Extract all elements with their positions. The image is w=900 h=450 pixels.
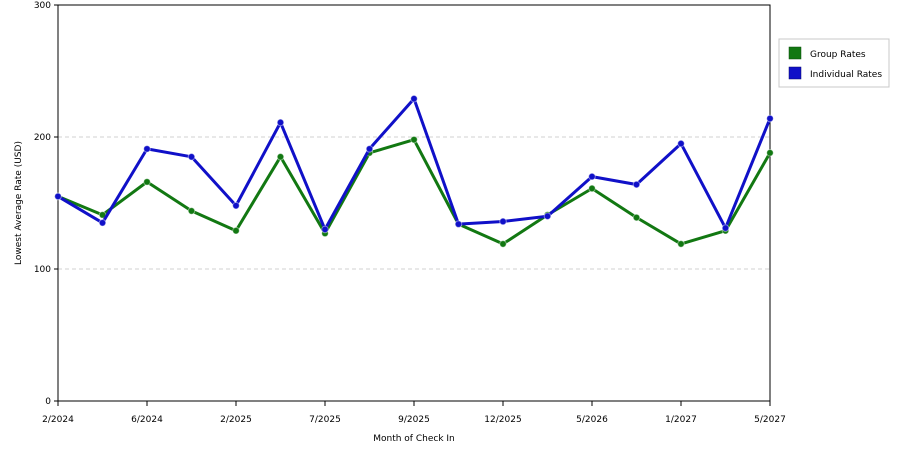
data-point-individual-rates <box>232 201 240 210</box>
data-point-individual-rates <box>143 145 151 153</box>
data-point-group-rates <box>677 240 685 248</box>
x-tick-label: 5/2026 <box>576 415 608 425</box>
data-point-individual-rates <box>54 192 62 201</box>
grid-lines <box>58 136 770 270</box>
legend-swatch-group-rates <box>788 46 802 60</box>
data-point-individual-rates <box>588 172 596 181</box>
legend-label-group-rates: Group Rates <box>810 50 866 60</box>
y-tick-label: 200 <box>34 133 51 143</box>
x-tick-label: 5/2027 <box>754 415 786 425</box>
y-axis-title: Lowest Average Rate (USD) <box>14 141 24 265</box>
axes <box>57 4 771 402</box>
x-tick-label: 9/2025 <box>398 415 430 425</box>
data-point-group-rates <box>410 135 418 144</box>
y-tick-label: 0 <box>45 397 51 407</box>
series-lines <box>54 94 774 248</box>
data-point-individual-rates <box>454 220 463 228</box>
plot-frame <box>57 4 771 402</box>
data-point-group-rates <box>588 184 596 193</box>
legend-swatch-individual-rates <box>788 66 802 80</box>
legend-label-individual-rates: Individual Rates <box>810 70 882 80</box>
data-point-individual-rates <box>321 225 329 234</box>
series-line-individual-rates <box>56 97 772 231</box>
data-point-group-rates <box>766 149 774 157</box>
x-tick-label: 7/2025 <box>309 415 341 425</box>
x-tick-label: 12/2025 <box>484 415 521 425</box>
data-point-individual-rates <box>410 94 418 103</box>
legend: Group Rates Individual Rates <box>778 38 890 88</box>
data-point-group-rates <box>232 226 240 235</box>
data-point-individual-rates <box>721 224 730 232</box>
data-point-group-rates <box>187 207 196 215</box>
x-tick-label: 2/2024 <box>42 415 74 425</box>
x-axis-title: Month of Check In <box>373 434 455 444</box>
x-tick-label: 1/2027 <box>665 415 697 425</box>
data-point-individual-rates <box>766 114 774 123</box>
data-point-individual-rates <box>499 217 507 226</box>
data-point-group-rates <box>143 178 151 186</box>
data-point-individual-rates <box>677 139 685 148</box>
x-axis-ticks: 2/2024 6/2024 2/2025 7/2025 9/2025 12/2025 5/2… <box>42 401 786 425</box>
data-point-group-rates <box>632 213 641 222</box>
y-tick-label: 100 <box>34 265 51 275</box>
y-axis-ticks: 0 100 200 300 <box>34 1 58 407</box>
data-point-individual-rates <box>187 153 196 161</box>
data-point-individual-rates <box>98 219 107 227</box>
y-tick-label: 300 <box>34 1 51 11</box>
data-point-group-rates <box>499 240 507 248</box>
series-line-group-rates <box>56 138 772 246</box>
x-tick-label: 6/2024 <box>131 415 163 425</box>
data-point-individual-rates <box>365 145 374 153</box>
x-tick-label: 2/2025 <box>220 415 252 425</box>
data-point-individual-rates <box>543 212 552 220</box>
data-point-individual-rates <box>632 180 641 189</box>
data-point-individual-rates <box>276 118 285 127</box>
data-point-group-rates <box>276 153 285 161</box>
